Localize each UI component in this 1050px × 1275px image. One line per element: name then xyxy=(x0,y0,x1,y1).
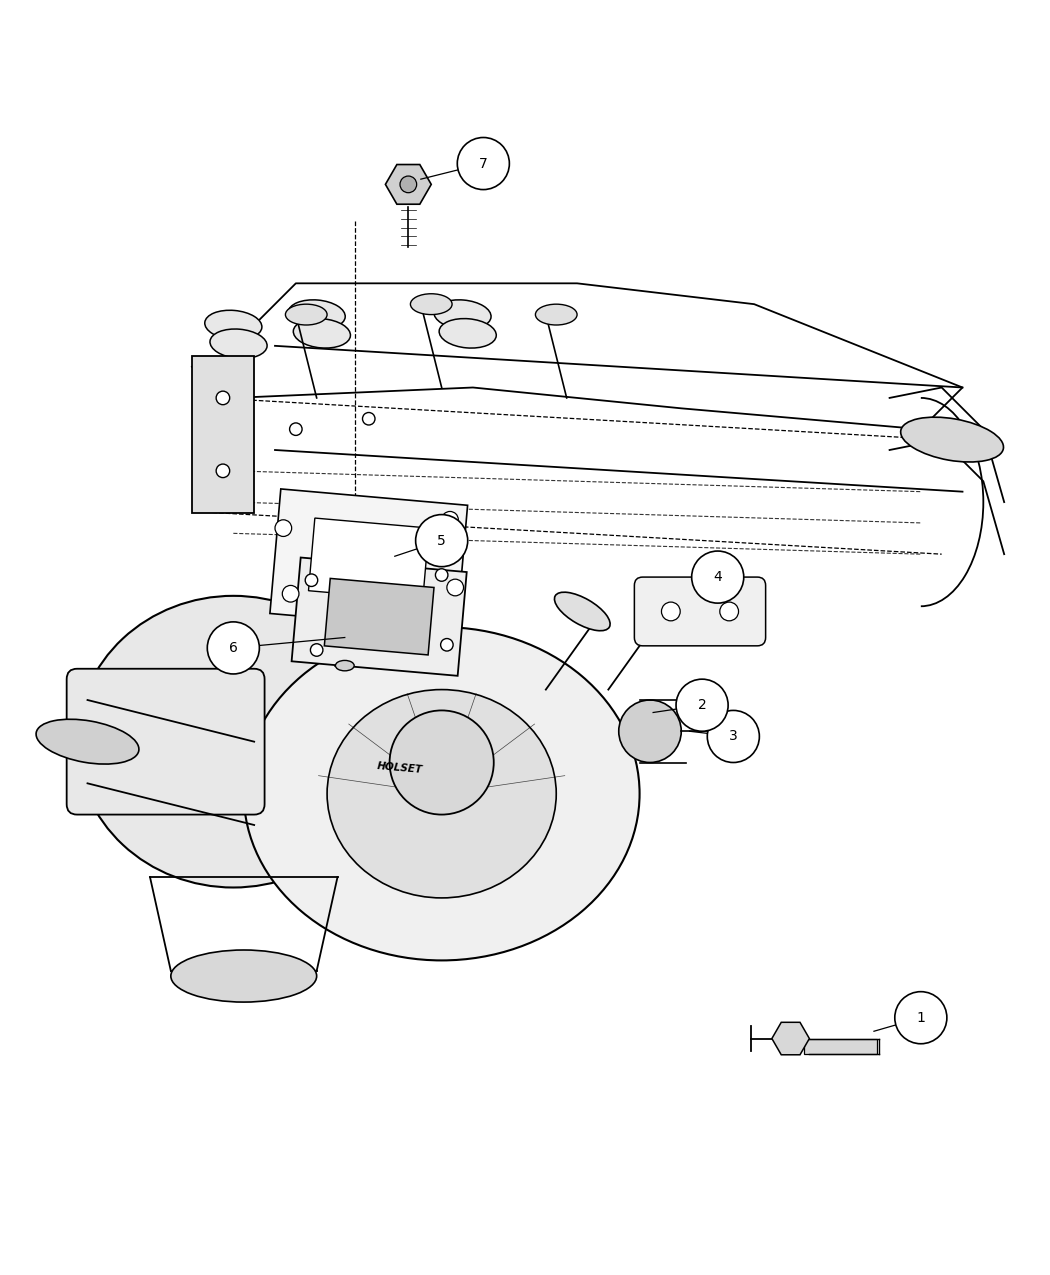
Circle shape xyxy=(676,680,728,732)
Ellipse shape xyxy=(36,719,139,764)
Ellipse shape xyxy=(442,511,459,528)
Ellipse shape xyxy=(290,423,302,436)
Ellipse shape xyxy=(306,574,318,586)
Ellipse shape xyxy=(328,690,556,898)
Ellipse shape xyxy=(441,639,454,652)
Text: 2: 2 xyxy=(697,699,707,713)
Ellipse shape xyxy=(77,595,390,887)
Ellipse shape xyxy=(436,569,448,581)
Ellipse shape xyxy=(362,413,375,425)
Ellipse shape xyxy=(244,627,639,960)
Circle shape xyxy=(458,138,509,190)
Ellipse shape xyxy=(205,310,261,339)
Text: 7: 7 xyxy=(479,157,487,171)
Ellipse shape xyxy=(335,604,354,615)
Ellipse shape xyxy=(662,602,680,621)
Circle shape xyxy=(207,622,259,674)
Ellipse shape xyxy=(216,464,230,478)
Bar xyxy=(270,488,467,630)
Ellipse shape xyxy=(710,718,736,745)
Circle shape xyxy=(692,551,743,603)
Ellipse shape xyxy=(536,305,578,325)
Ellipse shape xyxy=(400,176,417,193)
FancyBboxPatch shape xyxy=(66,669,265,815)
Ellipse shape xyxy=(311,644,323,657)
Ellipse shape xyxy=(210,329,267,358)
Ellipse shape xyxy=(439,319,497,348)
Text: HOLSET: HOLSET xyxy=(377,761,423,775)
Circle shape xyxy=(708,710,759,762)
Polygon shape xyxy=(385,164,432,204)
Text: 4: 4 xyxy=(713,570,722,584)
Bar xyxy=(324,579,434,655)
Bar xyxy=(292,557,466,676)
Text: 5: 5 xyxy=(437,534,446,548)
Bar xyxy=(804,1039,877,1054)
Text: 6: 6 xyxy=(229,641,237,655)
Ellipse shape xyxy=(335,660,354,671)
Polygon shape xyxy=(192,356,254,513)
Text: 1: 1 xyxy=(917,1011,925,1025)
Ellipse shape xyxy=(288,300,345,329)
Text: 3: 3 xyxy=(729,729,738,743)
Ellipse shape xyxy=(901,417,1004,462)
Ellipse shape xyxy=(286,305,328,325)
Ellipse shape xyxy=(554,592,610,631)
Ellipse shape xyxy=(216,391,230,404)
Ellipse shape xyxy=(434,300,491,329)
Bar xyxy=(309,518,429,601)
Ellipse shape xyxy=(720,602,738,621)
Ellipse shape xyxy=(282,585,299,602)
Circle shape xyxy=(416,515,467,566)
Ellipse shape xyxy=(411,293,453,315)
FancyBboxPatch shape xyxy=(634,578,765,646)
Ellipse shape xyxy=(275,520,292,537)
Ellipse shape xyxy=(390,710,494,815)
Ellipse shape xyxy=(293,319,351,348)
Polygon shape xyxy=(772,1023,810,1054)
Ellipse shape xyxy=(171,950,317,1002)
Circle shape xyxy=(895,992,947,1044)
Ellipse shape xyxy=(618,700,681,762)
Bar xyxy=(335,609,354,666)
Ellipse shape xyxy=(447,579,463,595)
